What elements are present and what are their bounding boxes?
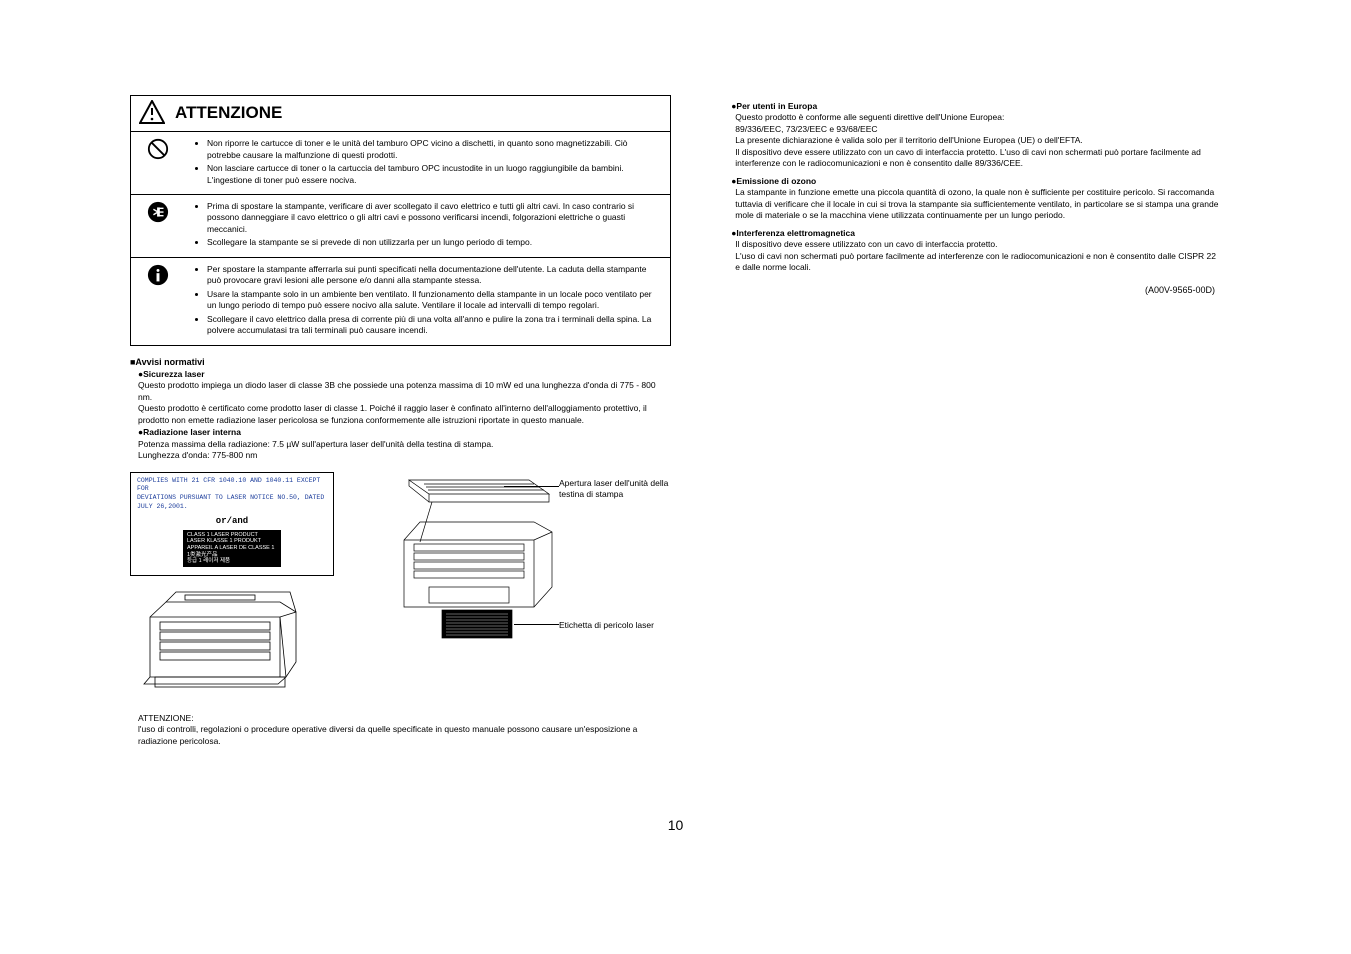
bottom-attn-h: ATTENZIONE:: [138, 713, 671, 724]
attenzione-item: Scollegare il cavo elettrico dalla presa…: [207, 314, 660, 337]
laser-p1: Questo prodotto impiega un diodo laser d…: [130, 380, 671, 403]
page-number: 10: [0, 817, 1351, 833]
emi-p2: L'uso di cavi non schermati può portare …: [731, 251, 1221, 274]
emi-heading: ●Interferenza elettromagnetica: [731, 228, 1221, 239]
ozone-p: La stampante in funzione emette una picc…: [731, 187, 1221, 221]
document-number: (A00V-9565-00D): [731, 284, 1221, 296]
exploded-drawing: Apertura laser dell'unità della testina …: [354, 472, 604, 672]
class1-label: CLASS 1 LASER PRODUCT LASER KLASSE 1 PRO…: [183, 530, 281, 567]
eu-p4: Il dispositivo deve essere utilizzato co…: [731, 147, 1221, 170]
attenzione-row: Per spostare la stampante afferrarla sui…: [131, 258, 670, 345]
attenzione-item: Scollegare la stampante se si prevede di…: [207, 237, 660, 248]
attenzione-body: Per spostare la stampante afferrarla sui…: [185, 258, 670, 345]
attenzione-item: Prima di spostare la stampante, verifica…: [207, 201, 660, 235]
attenzione-item: Per spostare la stampante afferrarla sui…: [207, 264, 660, 287]
attenzione-body: Non riporre le cartucce di toner e le un…: [185, 132, 670, 194]
warning-icon: [139, 100, 165, 127]
callout-aperture: Apertura laser dell'unità della testina …: [559, 478, 679, 501]
bottom-attn-p: l'uso di controlli, regolazioni o proced…: [138, 724, 671, 747]
printer-drawing: [130, 582, 310, 702]
avvisi-heading: ■Avvisi normativi: [130, 356, 671, 368]
compliance-line2: DEVIATIONS PURSUANT TO LASER NOTICE NO.5…: [137, 494, 327, 512]
laser-heading: ●Sicurezza laser: [130, 369, 671, 380]
attenzione-title: ATTENZIONE: [175, 102, 282, 125]
figures-area: COMPLIES WITH 21 CFR 1040.10 AND 1040.11…: [130, 472, 671, 705]
label-and-printer: COMPLIES WITH 21 CFR 1040.10 AND 1040.11…: [130, 472, 334, 705]
eu-heading: ●Per utenti in Europa: [731, 101, 1221, 112]
unplug-icon: [131, 195, 185, 257]
compliance-label: COMPLIES WITH 21 CFR 1040.10 AND 1040.11…: [130, 472, 334, 576]
attenzione-row: Prima di spostare la stampante, verifica…: [131, 195, 670, 258]
eu-p2: 89/336/EEC, 73/23/EEC e 93/68/EEC: [731, 124, 1221, 135]
or-and: or/and: [137, 515, 327, 527]
attenzione-row: Non riporre le cartucce di toner e le un…: [131, 132, 670, 195]
radiation-p2: Lunghezza d'onda: 775-800 nm: [130, 450, 671, 461]
radiation-heading: ●Radiazione laser interna: [130, 427, 671, 438]
attenzione-item: Non riporre le cartucce di toner e le un…: [207, 138, 660, 161]
callout-line: [514, 624, 559, 625]
callout-label: Etichetta di pericolo laser: [559, 620, 654, 631]
radiation-p1: Potenza massima della radiazione: 7.5 µW…: [130, 439, 671, 450]
eu-p1: Questo prodotto è conforme alle seguenti…: [731, 112, 1221, 123]
attenzione-body: Prima di spostare la stampante, verifica…: [185, 195, 670, 257]
attenzione-item: Non lasciare cartucce di toner o la cart…: [207, 163, 660, 186]
info-icon: [131, 258, 185, 345]
right-column: ●Per utenti in Europa Questo prodotto è …: [731, 95, 1221, 747]
eu-p3: La presente dichiarazione è valida solo …: [731, 135, 1221, 146]
ozone-heading: ●Emissione di ozono: [731, 176, 1221, 187]
page-spread: ATTENZIONE Non riporre le cartucce di to…: [0, 0, 1351, 777]
bottom-attenzione: ATTENZIONE: l'uso di controlli, regolazi…: [130, 713, 671, 747]
attenzione-box: ATTENZIONE Non riporre le cartucce di to…: [130, 95, 671, 346]
emi-p1: Il dispositivo deve essere utilizzato co…: [731, 239, 1221, 250]
callout-line: [504, 486, 559, 487]
attenzione-header: ATTENZIONE: [131, 96, 670, 132]
prohibit-icon: [131, 132, 185, 194]
laser-p2: Questo prodotto è certificato come prodo…: [130, 403, 671, 426]
left-column: ATTENZIONE Non riporre le cartucce di to…: [130, 95, 671, 747]
attenzione-item: Usare la stampante solo in un ambiente b…: [207, 289, 660, 312]
compliance-line1: COMPLIES WITH 21 CFR 1040.10 AND 1040.11…: [137, 477, 327, 495]
